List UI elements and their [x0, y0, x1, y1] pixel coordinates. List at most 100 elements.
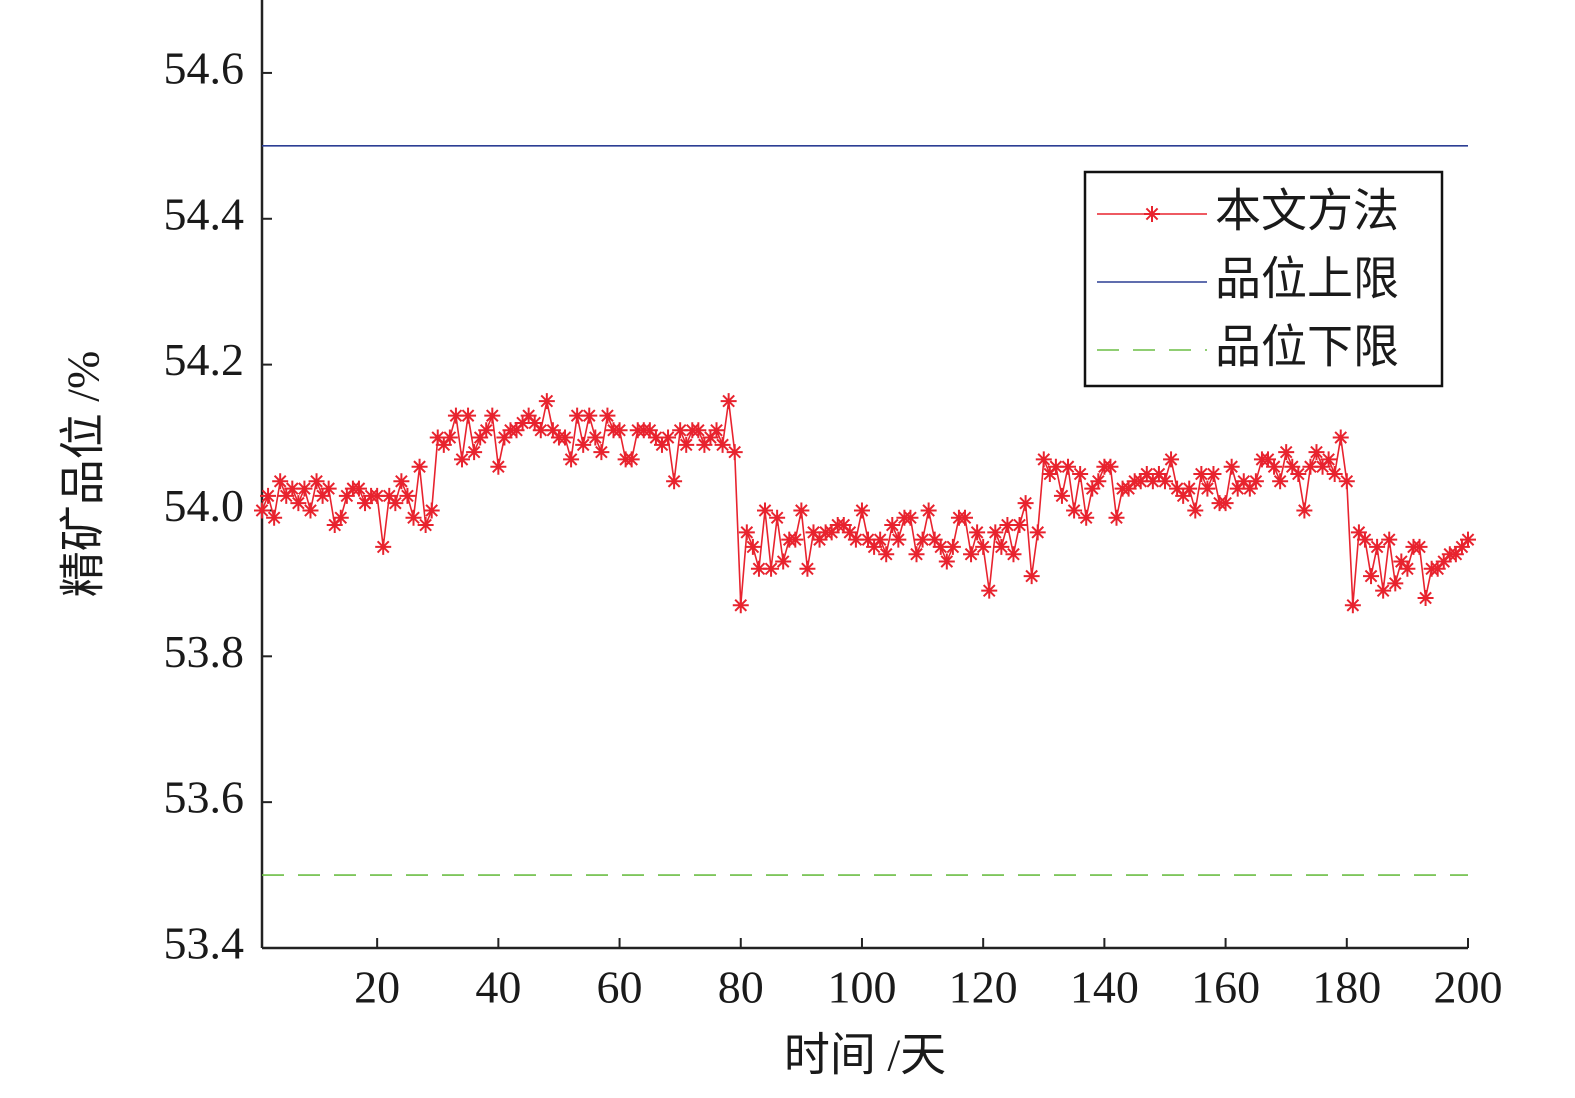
- point-marker: [1369, 538, 1386, 555]
- point-marker: [453, 451, 470, 468]
- point-marker: [738, 524, 755, 541]
- point-marker: [1435, 553, 1452, 570]
- point-marker: [702, 429, 719, 446]
- legend-label: 本文方法: [1215, 186, 1399, 237]
- point-marker: [1150, 466, 1167, 482]
- point-marker: [853, 502, 870, 519]
- point-marker: [720, 393, 737, 410]
- point-marker: [1393, 553, 1410, 570]
- point-marker: [1399, 560, 1416, 577]
- point-marker: [1284, 458, 1301, 475]
- x-tick-label: 80: [718, 962, 764, 1013]
- point-marker: [381, 487, 398, 504]
- point-marker: [666, 473, 683, 490]
- y-tick-label: 54.6: [164, 42, 245, 93]
- point-marker: [508, 422, 525, 439]
- point-marker: [999, 517, 1016, 534]
- point-marker: [326, 517, 343, 534]
- point-marker: [938, 553, 955, 570]
- point-marker: [399, 487, 416, 504]
- point-marker: [544, 422, 561, 439]
- point-marker: [1175, 487, 1192, 504]
- point-marker: [963, 546, 980, 563]
- point-marker: [1229, 480, 1246, 497]
- point-marker: [284, 480, 301, 497]
- point-marker: [647, 429, 664, 446]
- y-tick-label: 53.4: [164, 918, 245, 969]
- point-marker: [338, 487, 355, 504]
- point-marker: [563, 451, 580, 468]
- point-marker: [757, 502, 774, 519]
- point-marker: [823, 524, 840, 541]
- point-marker: [466, 444, 483, 461]
- point-marker: [435, 436, 452, 453]
- point-marker: [423, 502, 440, 519]
- point-marker: [1084, 480, 1101, 497]
- point-marker: [775, 553, 792, 570]
- point-marker: [593, 444, 610, 461]
- x-tick-label: 60: [597, 962, 643, 1013]
- point-marker: [1187, 502, 1204, 519]
- point-marker: [987, 524, 1004, 541]
- point-marker: [387, 495, 404, 512]
- point-marker: [538, 393, 555, 410]
- point-marker: [1072, 466, 1089, 482]
- point-marker: [1363, 568, 1380, 585]
- point-marker: [1375, 582, 1392, 599]
- point-marker: [1387, 575, 1404, 592]
- point-marker: [1035, 451, 1052, 468]
- point-marker: [678, 436, 695, 453]
- point-marker: [1053, 487, 1070, 504]
- point-marker: [623, 451, 640, 468]
- point-marker: [793, 502, 810, 519]
- point-marker: [750, 560, 767, 577]
- point-marker: [1326, 466, 1343, 482]
- x-tick-label: 120: [949, 962, 1018, 1013]
- point-marker: [1356, 531, 1373, 548]
- point-marker: [1381, 531, 1398, 548]
- y-tick-label: 54.0: [164, 480, 245, 531]
- point-marker: [478, 422, 495, 439]
- point-marker: [1308, 444, 1325, 461]
- point-marker: [460, 407, 477, 424]
- point-marker: [599, 407, 616, 424]
- point-marker: [393, 473, 410, 490]
- point-marker: [472, 429, 489, 446]
- point-marker: [993, 538, 1010, 555]
- point-marker: [1260, 451, 1277, 468]
- point-marker: [1447, 546, 1464, 563]
- point-marker: [1278, 444, 1295, 461]
- point-marker: [1047, 458, 1064, 475]
- point-marker: [1320, 451, 1337, 468]
- point-marker: [902, 509, 919, 526]
- x-tick-label: 40: [475, 962, 521, 1013]
- point-marker: [447, 407, 464, 424]
- point-marker: [429, 429, 446, 446]
- point-marker: [956, 509, 973, 526]
- point-marker: [496, 429, 513, 446]
- point-marker: [1017, 495, 1034, 512]
- legend-marker: [1144, 206, 1160, 222]
- point-marker: [1247, 473, 1264, 490]
- legend-label: 品位下限: [1215, 322, 1399, 373]
- point-marker: [1223, 458, 1240, 475]
- point-marker: [1005, 546, 1022, 563]
- point-marker: [611, 422, 628, 439]
- x-tick-label: 100: [827, 962, 896, 1013]
- point-marker: [732, 597, 749, 614]
- point-marker: [272, 473, 289, 490]
- point-marker: [411, 458, 428, 475]
- legend-label: 品位上限: [1215, 254, 1399, 305]
- point-marker: [926, 531, 943, 548]
- point-marker: [1453, 538, 1470, 555]
- point-marker: [787, 531, 804, 548]
- point-marker: [278, 487, 295, 504]
- point-marker: [587, 429, 604, 446]
- point-marker: [1272, 473, 1289, 490]
- point-marker: [1102, 458, 1119, 475]
- point-marker: [914, 531, 931, 548]
- x-tick-label: 160: [1191, 962, 1260, 1013]
- point-marker: [975, 538, 992, 555]
- point-marker: [484, 407, 501, 424]
